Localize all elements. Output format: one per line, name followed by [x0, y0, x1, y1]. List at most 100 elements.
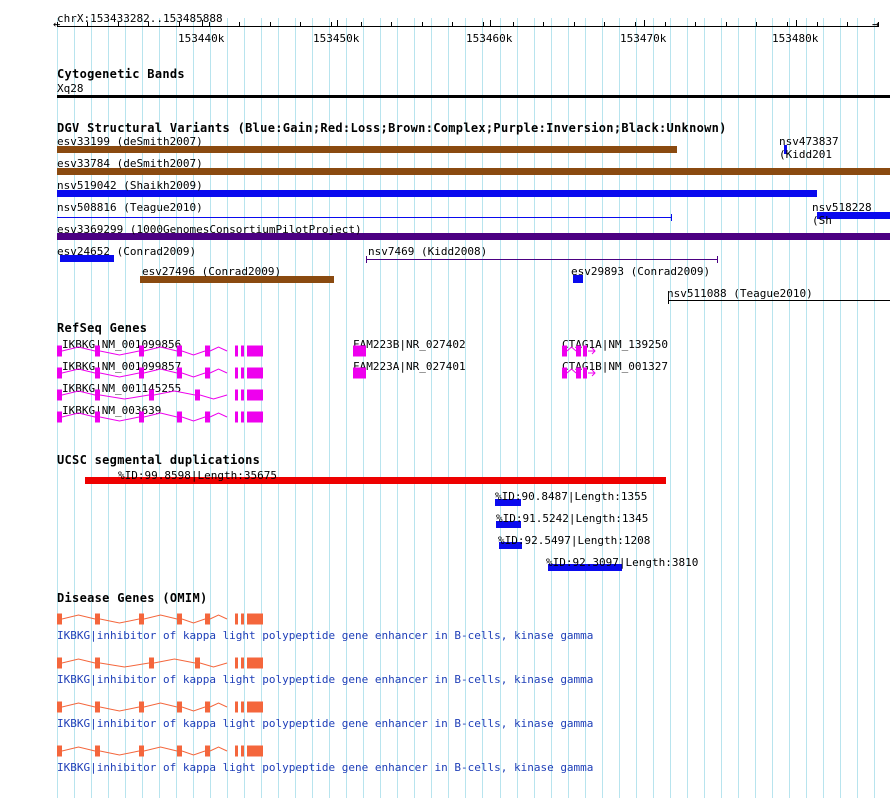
dgv-feature-bar[interactable]	[784, 145, 787, 154]
ruler-tick	[270, 22, 271, 27]
ruler-tick	[756, 22, 757, 27]
dgv-feature-endcap	[668, 297, 669, 304]
ruler-tick	[604, 22, 605, 27]
dgv-feature-bar[interactable]	[817, 212, 890, 219]
ruler-tick	[452, 22, 453, 27]
omim-gene-model[interactable]	[57, 745, 263, 758]
gridline	[346, 18, 347, 798]
dgv-feature-line[interactable]	[668, 300, 890, 301]
cytoband-label[interactable]: Xq28	[57, 82, 84, 95]
refseq-gene-model[interactable]	[353, 345, 366, 358]
segdup-bar[interactable]	[495, 499, 521, 506]
refseq-gene-label[interactable]: IKBKG|NM_001099856	[62, 338, 182, 351]
ruler-tick-label: 153450k	[313, 32, 360, 45]
gridline	[108, 18, 109, 798]
dgv-feature-bar[interactable]	[573, 275, 583, 283]
refseq-gene-label[interactable]: CTAG1A|NM_139250	[562, 338, 668, 351]
gridline	[585, 18, 586, 798]
scroll-left-arrow-icon[interactable]: ←	[53, 18, 60, 30]
omim-gene-label[interactable]: IKBKG|inhibitor of kappa light polypepti…	[57, 717, 594, 730]
gridline	[244, 18, 245, 798]
gridline	[670, 18, 671, 798]
refseq-gene-label[interactable]: FAM223B|NR_027402	[353, 338, 466, 351]
segdup-label[interactable]: %ID:92.3097|Length:3810	[546, 556, 699, 569]
ruler-axis-line[interactable]	[57, 26, 879, 27]
omim-gene-model[interactable]	[57, 701, 263, 714]
omim-gene-label[interactable]: IKBKG|inhibitor of kappa light polypepti…	[57, 629, 594, 642]
gridline	[534, 18, 535, 798]
gridline	[448, 18, 449, 798]
dgv-feature-label[interactable]: esv29893 (Conrad2009)	[571, 265, 711, 278]
segdup-bar[interactable]	[496, 521, 521, 528]
dgv-feature-bar[interactable]	[57, 233, 890, 240]
omim-gene-model[interactable]	[57, 657, 263, 670]
dgv-feature-label[interactable]: esv24652 (Conrad2009)	[57, 245, 197, 258]
dgv-feature-bar[interactable]	[57, 190, 817, 197]
dgv-feature-label[interactable]: nsv518228 (Sh	[812, 201, 872, 227]
dgv-feature-label[interactable]: nsv511088 (Teague2010)	[667, 287, 813, 300]
ruler-tick	[878, 22, 879, 27]
dgv-feature-label[interactable]: nsv519042 (Shaikh2009)	[57, 179, 203, 192]
dgv-feature-bar[interactable]	[140, 276, 334, 283]
refseq-gene-model[interactable]	[562, 345, 598, 358]
ruler-tick	[361, 22, 362, 27]
section-title-omim: Disease Genes (OMIM)	[57, 591, 208, 605]
refseq-gene-model[interactable]	[57, 367, 263, 380]
gridline	[602, 18, 603, 798]
segdup-label[interactable]: %ID:92.5497|Length:1208	[498, 534, 651, 547]
gridline	[806, 18, 807, 798]
ruler-tick	[574, 22, 575, 27]
ruler-tick-label: 153470k	[620, 32, 667, 45]
dgv-feature-bar[interactable]	[57, 168, 890, 175]
dgv-feature-label[interactable]: esv33199 (deSmith2007)	[57, 135, 203, 148]
refseq-gene-model[interactable]	[57, 345, 263, 358]
refseq-gene-label[interactable]: CTAG1B|NM_001327	[562, 360, 668, 373]
segdup-label[interactable]: %ID:90.8487|Length:1355	[495, 490, 648, 503]
dgv-feature-line[interactable]	[366, 259, 717, 260]
section-title-segdup: UCSC segmental duplications	[57, 453, 261, 467]
gridline	[329, 18, 330, 798]
dgv-feature-label[interactable]: esv27496 (Conrad2009)	[142, 265, 282, 278]
ruler-tick-label: 153480k	[772, 32, 819, 45]
gridline	[278, 18, 279, 798]
ruler-major-tick	[202, 20, 203, 27]
segdup-label[interactable]: %ID:91.5242|Length:1345	[496, 512, 649, 525]
dgv-feature-bar[interactable]	[57, 146, 677, 153]
gridline	[619, 18, 620, 798]
refseq-gene-label[interactable]: IKBKG|NM_003639	[62, 404, 162, 417]
ruler-tick	[209, 22, 210, 27]
ruler-tick	[391, 22, 392, 27]
segdup-bar[interactable]	[548, 564, 622, 571]
refseq-gene-model[interactable]	[57, 411, 263, 424]
dgv-feature-label[interactable]: nsv7469 (Kidd2008)	[368, 245, 488, 258]
dgv-feature-label[interactable]: esv33784 (deSmith2007)	[57, 157, 203, 170]
gridline	[755, 18, 756, 798]
gridline	[840, 18, 841, 798]
dgv-feature-label[interactable]: esv3369299 (1000GenomesConsortiumPilotPr…	[57, 223, 362, 236]
gridline	[261, 18, 262, 798]
refseq-gene-label[interactable]: IKBKG|NM_001099857	[62, 360, 182, 373]
ruler-tick	[726, 22, 727, 27]
gridline	[159, 18, 160, 798]
omim-gene-label[interactable]: IKBKG|inhibitor of kappa light polypepti…	[57, 761, 594, 774]
cytoband-bar[interactable]	[57, 95, 890, 98]
dgv-feature-bar[interactable]	[60, 255, 114, 262]
gridline	[568, 18, 569, 798]
segdup-bar[interactable]	[85, 477, 666, 484]
dgv-feature-label[interactable]: nsv508816 (Teague2010)	[57, 201, 203, 214]
gridline	[636, 18, 637, 798]
omim-gene-model[interactable]	[57, 613, 263, 626]
scroll-right-arrow-icon[interactable]: →	[872, 17, 880, 31]
refseq-gene-label[interactable]: FAM223A|NR_027401	[353, 360, 466, 373]
section-title-cytogenetic-bands: Cytogenetic Bands	[57, 67, 185, 81]
omim-gene-label[interactable]: IKBKG|inhibitor of kappa light polypepti…	[57, 673, 594, 686]
segdup-label[interactable]: %ID:99.8598|Length:35675	[118, 469, 277, 482]
gridline	[295, 18, 296, 798]
dgv-feature-line[interactable]	[57, 217, 671, 218]
ruler-tick	[331, 22, 332, 27]
refseq-gene-model[interactable]	[562, 367, 598, 380]
dgv-feature-label[interactable]: nsv473837 (Kidd201	[779, 135, 839, 161]
refseq-gene-model[interactable]	[353, 367, 366, 380]
segdup-bar[interactable]	[499, 542, 522, 549]
refseq-gene-model[interactable]	[57, 389, 263, 402]
